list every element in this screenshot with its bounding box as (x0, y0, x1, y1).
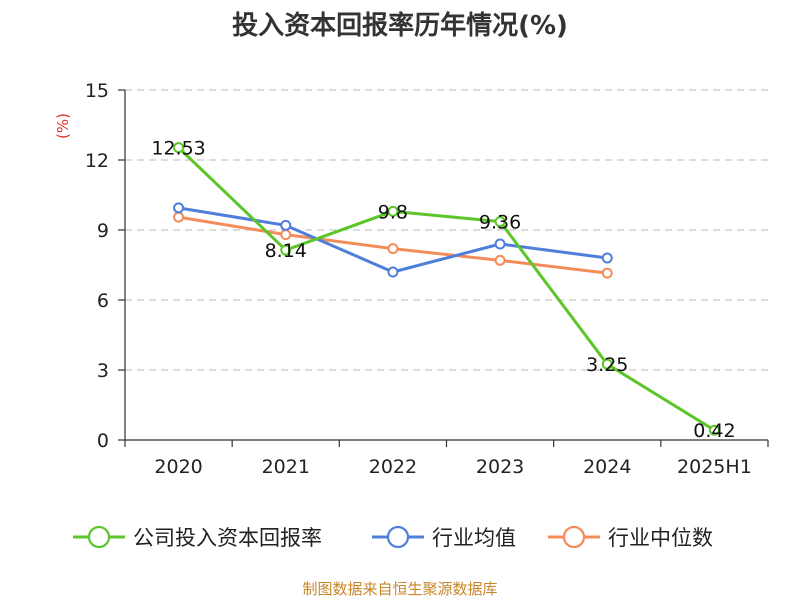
data-point[interactable] (708, 424, 720, 436)
data-point[interactable] (601, 267, 613, 279)
source-note: 制图数据来自恒生聚源数据库 (302, 580, 497, 598)
data-label: 8.14 (265, 240, 307, 262)
legend[interactable]: 公司投入资本回报率 行业均值 行业中位数 (73, 525, 713, 550)
data-point[interactable] (173, 142, 185, 154)
data-point[interactable] (494, 238, 506, 250)
data-labels: 12.53 8.14 9.8 9.36 3.25 0.42 (151, 138, 735, 443)
data-point[interactable] (494, 216, 506, 228)
data-point[interactable] (387, 266, 399, 278)
y-tick-label: 12 (85, 150, 109, 172)
grid (125, 89, 768, 371)
y-axis-unit: (%) (54, 113, 72, 139)
legend-marker (87, 525, 111, 549)
y-tick-label: 0 (97, 430, 109, 452)
series (173, 142, 720, 436)
data-point[interactable] (173, 211, 185, 223)
x-tick-label: 2021 (262, 456, 310, 478)
legend-label: 行业均值 (432, 526, 516, 550)
data-point[interactable] (387, 243, 399, 255)
data-point[interactable] (280, 229, 292, 241)
y-tick-label: 6 (97, 290, 109, 312)
y-tick-label: 15 (85, 80, 109, 102)
x-tick-label: 2024 (583, 456, 631, 478)
data-point[interactable] (601, 252, 613, 264)
y-tick-label: 3 (97, 360, 109, 382)
legend-label: 行业中位数 (608, 526, 713, 550)
legend-marker (562, 525, 586, 549)
data-label: 3.25 (586, 354, 628, 376)
x-tick-label: 2022 (369, 456, 417, 478)
data-point[interactable] (494, 254, 506, 266)
x-tick-label: 2025H1 (677, 456, 752, 478)
data-label: 12.53 (151, 138, 205, 160)
data-point[interactable] (173, 202, 185, 214)
x-tick-label: 2023 (476, 456, 524, 478)
data-point[interactable] (601, 358, 613, 370)
legend-marker (386, 525, 410, 549)
legend-item[interactable]: 公司投入资本回报率 (73, 525, 322, 550)
legend-item[interactable]: 行业中位数 (548, 525, 713, 550)
data-label: 9.36 (479, 212, 521, 234)
chart-title: 投入资本回报率历年情况(%) (232, 10, 568, 41)
data-label: 9.8 (378, 201, 408, 223)
legend-label: 公司投入资本回报率 (133, 526, 322, 550)
axes: 0 3 6 9 12 15 2020 2021 2022 2023 2024 2025H1 (85, 80, 769, 478)
y-tick-label: 9 (97, 220, 109, 242)
x-tick-label: 2020 (154, 456, 202, 478)
data-point[interactable] (387, 205, 399, 217)
legend-item[interactable]: 行业均值 (372, 525, 516, 550)
data-point[interactable] (280, 244, 292, 256)
data-point[interactable] (280, 219, 292, 231)
series-line (177, 146, 716, 432)
data-label: 0.42 (693, 420, 735, 442)
